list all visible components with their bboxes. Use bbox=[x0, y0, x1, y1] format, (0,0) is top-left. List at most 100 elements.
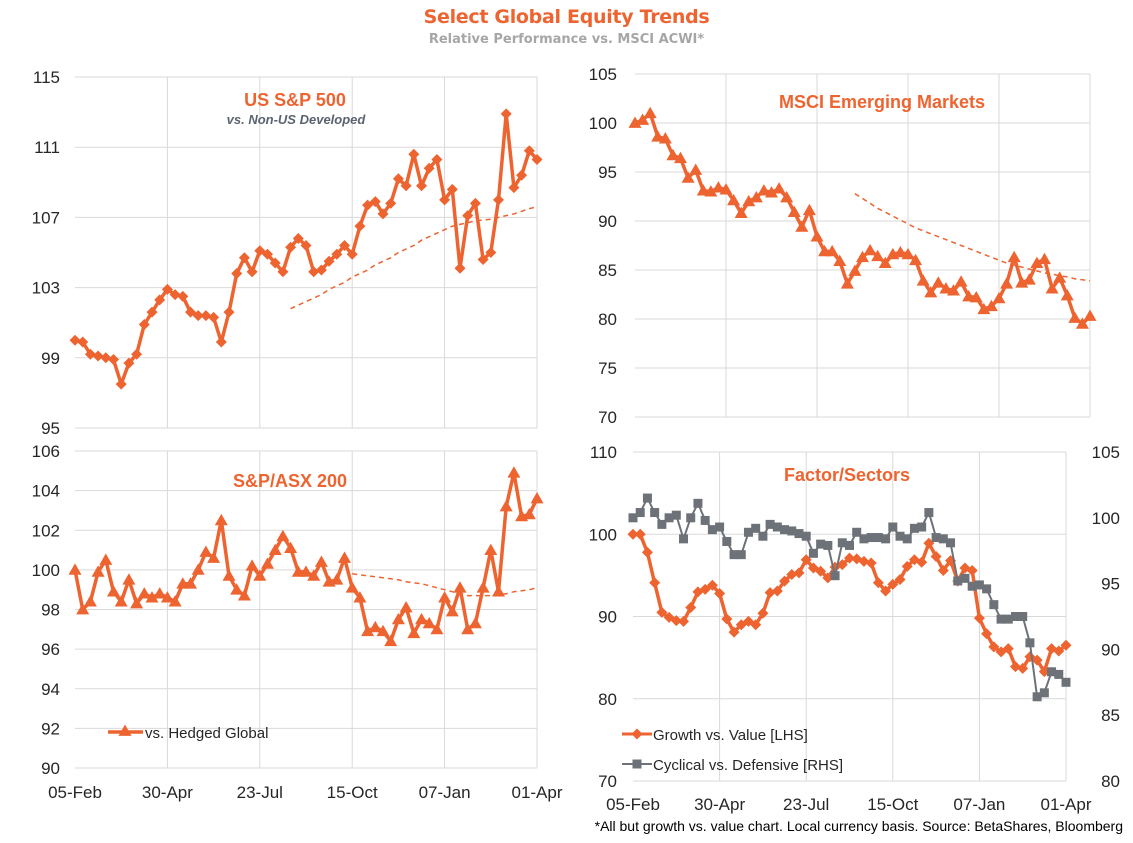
data-point bbox=[154, 294, 166, 306]
data-point bbox=[231, 268, 243, 280]
data-point bbox=[83, 595, 97, 607]
data-point bbox=[815, 565, 827, 577]
chart-title: US S&P 500 bbox=[244, 90, 346, 110]
data-point bbox=[1075, 317, 1089, 329]
series-0 bbox=[627, 528, 1072, 678]
data-point bbox=[830, 571, 840, 581]
data-point bbox=[400, 180, 412, 192]
data-point bbox=[757, 607, 769, 619]
data-point bbox=[246, 266, 258, 278]
data-point bbox=[771, 585, 783, 597]
data-point bbox=[160, 591, 174, 603]
data-point bbox=[145, 591, 159, 603]
legend-label: vs. Hedged Global bbox=[145, 725, 268, 742]
y-tick-label: 98 bbox=[41, 601, 60, 620]
data-point bbox=[493, 194, 504, 206]
chart-factor-sectors: 70 80 90 100 110 80 85 90 95 100 105 05-Feb 30-Apr 23… bbox=[589, 443, 1120, 814]
data-point bbox=[507, 466, 521, 478]
data-point bbox=[719, 183, 733, 195]
data-point bbox=[69, 334, 81, 346]
data-point bbox=[679, 534, 689, 544]
data-point bbox=[222, 569, 236, 581]
y-tick-label: 95 bbox=[598, 163, 617, 182]
y-tick-label: 106 bbox=[32, 442, 60, 461]
data-point bbox=[439, 194, 451, 206]
data-point bbox=[362, 199, 374, 211]
data-point bbox=[780, 525, 790, 535]
data-point bbox=[742, 194, 756, 207]
data-point bbox=[700, 515, 710, 525]
data-point bbox=[917, 522, 927, 532]
data-point bbox=[909, 253, 923, 266]
data-point bbox=[974, 580, 984, 590]
data-point bbox=[866, 533, 876, 543]
data-point bbox=[76, 603, 90, 615]
data-point bbox=[707, 525, 717, 535]
data-point bbox=[962, 289, 976, 302]
data-point bbox=[99, 553, 113, 565]
data-point bbox=[666, 148, 680, 161]
data-point bbox=[678, 615, 690, 627]
data-point bbox=[901, 247, 915, 260]
data-point bbox=[462, 210, 474, 222]
data-point bbox=[764, 587, 776, 599]
data-point bbox=[916, 274, 930, 286]
data-point bbox=[859, 534, 869, 544]
data-point bbox=[100, 352, 112, 364]
data-point bbox=[880, 585, 892, 597]
data-point bbox=[982, 584, 992, 594]
data-point bbox=[323, 255, 335, 267]
data-point bbox=[808, 548, 818, 558]
trend-path bbox=[352, 573, 538, 597]
trend-line bbox=[290, 206, 538, 310]
data-point bbox=[930, 550, 942, 562]
data-point bbox=[888, 522, 898, 532]
data-point bbox=[1000, 277, 1014, 289]
data-point bbox=[628, 513, 638, 523]
data-point bbox=[346, 248, 358, 260]
data-point bbox=[453, 581, 467, 593]
data-point bbox=[873, 533, 883, 543]
data-point bbox=[1018, 612, 1028, 621]
data-point bbox=[642, 493, 652, 503]
data-point bbox=[214, 513, 228, 526]
y-right-tick-label: 95 bbox=[1101, 575, 1120, 594]
trend-line bbox=[352, 573, 538, 597]
data-point bbox=[772, 522, 782, 532]
data-point bbox=[1015, 276, 1029, 288]
data-point bbox=[161, 283, 173, 295]
data-point bbox=[469, 197, 481, 209]
data-point bbox=[461, 622, 475, 635]
data-point bbox=[758, 531, 768, 541]
data-point bbox=[856, 250, 869, 263]
data-point bbox=[1032, 692, 1042, 702]
y-right-tick-label: 105 bbox=[1092, 443, 1120, 462]
data-point bbox=[699, 583, 711, 595]
y-tick-label: 110 bbox=[590, 443, 617, 462]
data-point bbox=[1025, 638, 1035, 648]
data-point bbox=[392, 173, 404, 185]
x-tick-label: 07-Jan bbox=[419, 783, 471, 802]
trend-line bbox=[854, 192, 1091, 282]
data-point bbox=[711, 181, 725, 193]
data-point bbox=[1045, 282, 1059, 294]
data-point bbox=[651, 130, 665, 142]
data-point bbox=[960, 573, 970, 583]
y-tick-label: 100 bbox=[32, 561, 60, 580]
data-point bbox=[852, 527, 862, 537]
data-point bbox=[728, 626, 740, 638]
data-point bbox=[454, 262, 466, 274]
data-point bbox=[801, 531, 811, 541]
legend-label: Cyclical vs. Defensive [RHS] bbox=[653, 757, 843, 774]
data-point bbox=[872, 577, 884, 589]
data-point bbox=[704, 185, 718, 197]
y-tick-label: 107 bbox=[32, 208, 60, 227]
data-point bbox=[345, 581, 359, 593]
data-point bbox=[793, 567, 805, 579]
data-point bbox=[1030, 256, 1044, 269]
data-point bbox=[177, 290, 189, 302]
data-point bbox=[262, 248, 273, 260]
data-point bbox=[909, 523, 919, 533]
y-tick-label: 94 bbox=[41, 680, 60, 699]
data-point bbox=[757, 184, 771, 196]
